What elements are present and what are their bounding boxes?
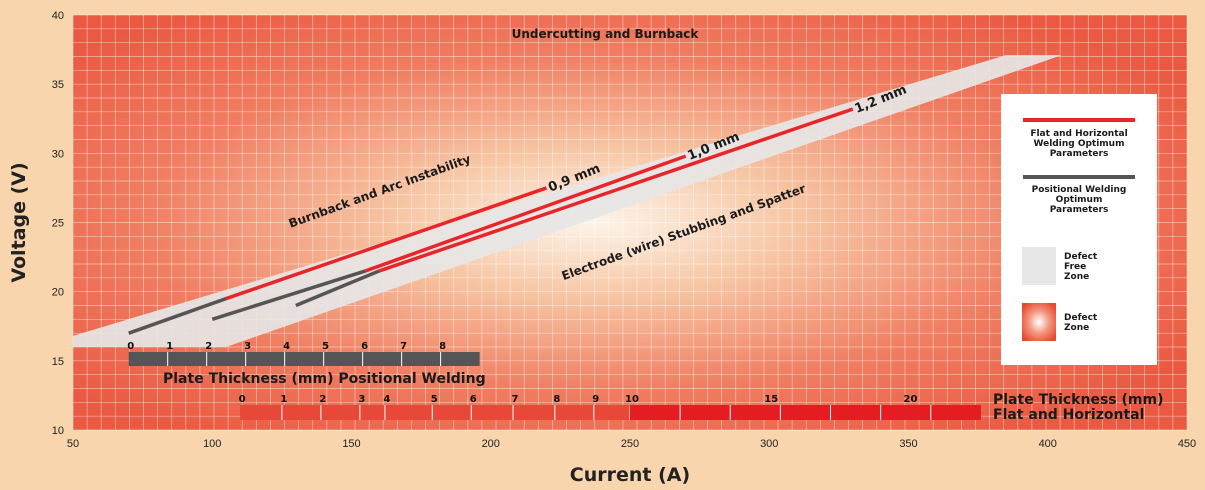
flat-scale-tick-label: 20 — [904, 394, 918, 405]
y-tick-label: 15 — [52, 356, 64, 368]
legend-defect-free-label: Defect — [1064, 252, 1098, 262]
legend-defect-free-label: Free — [1064, 262, 1086, 272]
flat-scale-tick-label: 8 — [553, 394, 560, 405]
defect-free-zone — [73, 55, 1062, 347]
flat-scale-tick-label: 3 — [358, 394, 365, 405]
legend-defect-label: Zone — [1064, 323, 1089, 333]
legend-positional-label: Optimum — [1056, 195, 1103, 205]
flat-horizontal-line — [364, 154, 687, 273]
positional-scale-tick-label: 4 — [283, 341, 290, 352]
positional-scale-tick-label: 6 — [361, 341, 368, 352]
flat-scale-tick-label: 7 — [512, 394, 519, 405]
flat-scale-tick-label: 5 — [431, 394, 438, 405]
flat-scale-tick-label: 15 — [764, 394, 778, 405]
flat-scale-tick-label: 2 — [319, 394, 326, 405]
flat-scale-tick-label: 9 — [592, 394, 599, 405]
x-tick-label: 100 — [203, 438, 221, 450]
flat-scale-caption-1: Plate Thickness (mm) — [993, 392, 1163, 408]
positional-scale-tick-label: 0 — [127, 341, 134, 352]
positional-scale-tick-label: 7 — [400, 341, 407, 352]
positional-scale-tick-label: 2 — [205, 341, 212, 352]
x-tick-label: 350 — [899, 438, 917, 450]
x-axis-label: Current (A) — [570, 464, 690, 486]
x-tick-label: 50 — [67, 438, 79, 450]
positional-scale-caption: Plate Thickness (mm) Positional Welding — [163, 371, 486, 387]
flat-scale-tick-label: 10 — [625, 394, 639, 405]
x-tick-label: 150 — [342, 438, 360, 450]
y-tick-label: 35 — [52, 79, 64, 91]
legend-flat-label: Flat and Horizontal — [1030, 129, 1127, 139]
y-tick-label: 10 — [52, 425, 64, 437]
y-axis-label: Voltage (V) — [8, 162, 30, 282]
x-tick-label: 300 — [760, 438, 778, 450]
legend-defect-free-swatch — [1022, 247, 1056, 285]
x-tick-label: 200 — [482, 438, 500, 450]
positional-line — [295, 269, 381, 308]
positional-scale-tick-label: 3 — [244, 341, 251, 352]
x-tick-label: 400 — [1039, 438, 1057, 450]
legend-positional-label: Parameters — [1050, 205, 1109, 215]
flat-scale-tick-label: 1 — [280, 394, 287, 405]
legend-positional-swatch — [1023, 175, 1135, 179]
flat-scale-tick-label: 0 — [239, 394, 246, 405]
flat-horizontal-line — [225, 186, 548, 301]
defect-free-zone-layer — [73, 55, 1062, 347]
x-tick-label: 250 — [621, 438, 639, 450]
legend-flat-swatch — [1023, 118, 1135, 122]
flat-scale-bar-thick — [630, 405, 981, 420]
positional-scale-tick-label: 1 — [166, 341, 173, 352]
positional-scale-tick-label: 8 — [439, 341, 446, 352]
legend-flat-label: Parameters — [1050, 149, 1109, 159]
positional-scale-tick-label: 5 — [322, 341, 329, 352]
y-tick-label: 30 — [52, 148, 64, 160]
legend-defect-label: Defect — [1064, 313, 1098, 323]
legend-defect-swatch — [1022, 303, 1056, 341]
positional-line — [128, 296, 227, 335]
zone-label-undercutting: Undercutting and Burnback — [512, 27, 700, 41]
legend-flat-label: Welding Optimum — [1034, 139, 1125, 149]
x-tick-label: 450 — [1178, 438, 1196, 450]
y-tick-label: 40 — [52, 10, 64, 22]
thickness-scales-layer: 0 1 2 3 4 5 6 7 8 Plate Thickness (mm) Positional… — [127, 341, 1163, 423]
flat-horizontal-line — [378, 107, 854, 273]
positional-line — [211, 269, 366, 322]
parameter-lines-layer — [128, 107, 854, 335]
y-tick-label: 25 — [52, 218, 64, 230]
legend-defect-free-label: Zone — [1064, 272, 1089, 282]
y-tick-label: 20 — [52, 287, 64, 299]
axis-ticks-layer: 50 100 150 200 250 300 350 400 45010152025303540… — [8, 10, 1196, 486]
flat-scale-tick-label: 4 — [383, 394, 390, 405]
flat-scale-tick-label: 6 — [470, 394, 477, 405]
flat-scale-caption-2: Flat and Horizontal — [993, 407, 1144, 423]
legend-positional-label: Positional Welding — [1032, 185, 1127, 195]
positional-scale-bar — [128, 352, 480, 366]
